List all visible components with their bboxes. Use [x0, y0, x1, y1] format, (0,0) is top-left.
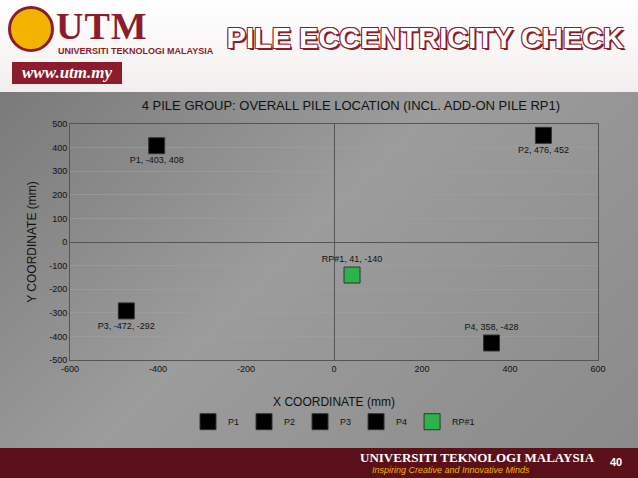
svg-text:-400: -400: [49, 332, 67, 342]
svg-text:0: 0: [331, 364, 336, 374]
svg-text:RP#1, 41, -140: RP#1, 41, -140: [322, 254, 383, 264]
html-text:40: 40: [610, 456, 623, 468]
svg-text:P4: P4: [396, 417, 407, 427]
svg-text:100: 100: [52, 214, 67, 224]
svg-text:X COORDINATE (mm): X COORDINATE (mm): [273, 395, 395, 409]
svg-text:RP#1: RP#1: [452, 417, 475, 427]
html-text:UNIVERSITI TEKNOLOGI MALAYSIA: UNIVERSITI TEKNOLOGI MALAYSIA: [360, 450, 595, 465]
svg-text:-300: -300: [49, 308, 67, 318]
svg-text:-500: -500: [49, 355, 67, 365]
html-text:PILE ECCENTRICITY CHECK: PILE ECCENTRICITY CHECK: [226, 22, 624, 54]
svg-text:200: 200: [52, 190, 67, 200]
svg-text:P1: P1: [228, 417, 239, 427]
svg-text:P4, 358, -428: P4, 358, -428: [464, 322, 518, 332]
html-text:UNIVERSITI TEKNOLOGI MALAYSIA: UNIVERSITI TEKNOLOGI MALAYSIA: [58, 46, 214, 56]
svg-text:-200: -200: [237, 364, 255, 374]
svg-text:P3: P3: [340, 417, 351, 427]
svg-text:Y COORDINATE (mm): Y COORDINATE (mm): [25, 181, 39, 303]
svg-text:300: 300: [52, 166, 67, 176]
svg-text:0: 0: [62, 237, 67, 247]
html-text:Inspiring Creative and Innovat: Inspiring Creative and Innovative Minds: [372, 465, 530, 475]
svg-text:200: 200: [414, 364, 429, 374]
svg-text:-400: -400: [149, 364, 167, 374]
svg-text:4 PILE GROUP: OVERALL PILE LOC: 4 PILE GROUP: OVERALL PILE LOCATION (INC…: [142, 98, 560, 113]
svg-text:P3, -472, -292: P3, -472, -292: [98, 321, 155, 331]
html-text:www.utm.my: www.utm.my: [22, 63, 113, 82]
svg-text:400: 400: [502, 364, 517, 374]
svg-text:P1, -403, 408: P1, -403, 408: [130, 155, 184, 165]
svg-text:P2, 476, 452: P2, 476, 452: [518, 145, 569, 155]
svg-text:400: 400: [52, 143, 67, 153]
svg-text:-100: -100: [49, 261, 67, 271]
svg-text:P2: P2: [284, 417, 295, 427]
svg-text:-600: -600: [61, 364, 79, 374]
svg-text:600: 600: [590, 364, 605, 374]
html-text:UTM: UTM: [56, 5, 148, 47]
svg-text:500: 500: [52, 119, 67, 129]
svg-text:-200: -200: [49, 284, 67, 294]
